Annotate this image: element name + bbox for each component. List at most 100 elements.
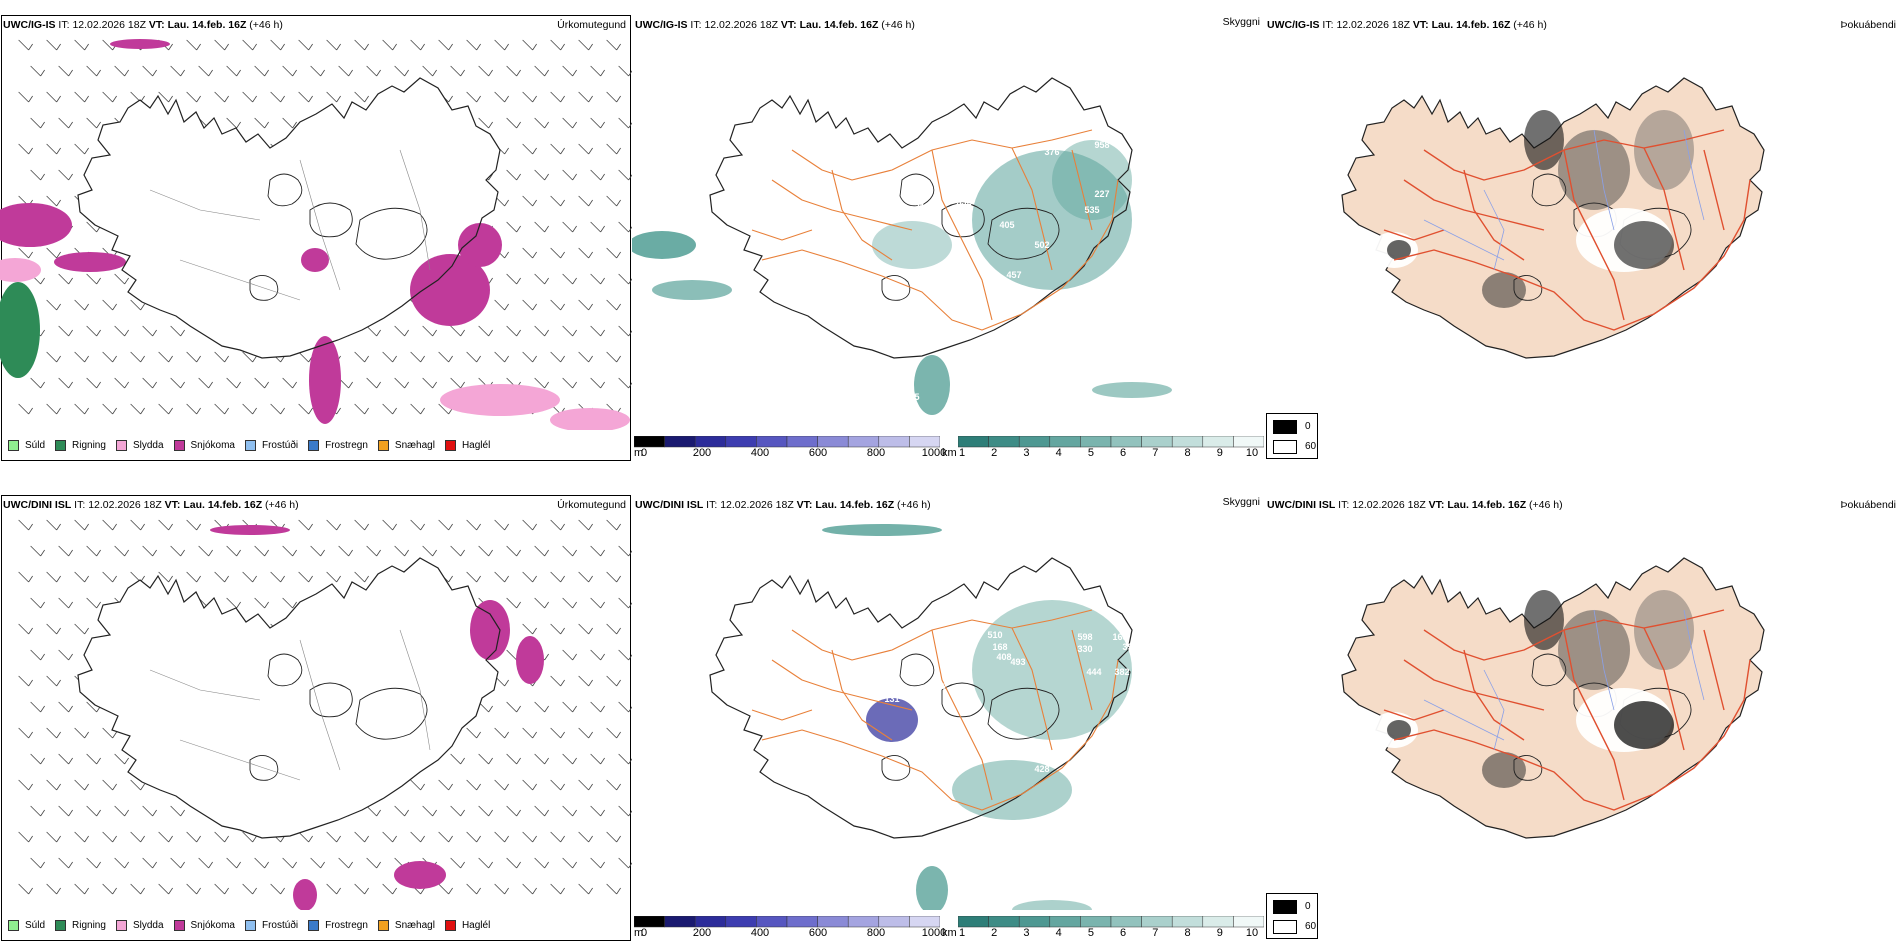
wind-barb-flag — [544, 329, 549, 337]
wind-barb — [18, 883, 29, 895]
glacier-outline — [309, 202, 353, 238]
wind-barb-flag — [504, 887, 509, 895]
visibility-label: 502 — [1034, 240, 1049, 250]
precip-map[interactable] — [0, 30, 632, 430]
wind-barb-flag — [140, 783, 145, 791]
wind-barb-flag — [420, 355, 425, 363]
wind-barb — [534, 377, 545, 389]
wind-barb — [506, 753, 517, 765]
lead-time: (+46 h) — [881, 19, 915, 31]
wind-barb — [226, 377, 237, 389]
wind-barb-flag — [28, 887, 33, 895]
wind-barb — [494, 831, 505, 843]
wind-barb — [46, 623, 57, 635]
wind-barb — [494, 779, 505, 791]
wind-barb-flag — [516, 861, 521, 869]
visibility-label: 168 — [992, 642, 1007, 652]
wind-barb-flag — [600, 277, 605, 285]
wind-barb-flag — [572, 381, 577, 389]
wind-barb — [550, 623, 561, 635]
model-name: UWC/DINI ISL — [3, 499, 72, 511]
wind-barb — [74, 91, 85, 103]
field-patch — [952, 760, 1072, 820]
wind-barb — [298, 403, 309, 415]
wind-barb-flag — [264, 601, 269, 609]
road-line — [1403, 179, 1545, 231]
colorbar-segment — [1018, 916, 1051, 928]
wind-barb-flag — [628, 602, 632, 609]
wind-barb — [130, 831, 141, 843]
visibility-label: 227 — [1094, 189, 1109, 199]
wind-barb-flag — [460, 861, 465, 869]
wind-barb-flag — [404, 381, 409, 389]
wind-barb-flag — [560, 251, 565, 259]
colorbar-tick: 1 — [958, 447, 966, 459]
precip-map[interactable] — [0, 510, 632, 910]
wind-barb-flag — [168, 355, 173, 363]
legend-swatch — [377, 919, 389, 931]
fog-map[interactable] — [1264, 510, 1900, 910]
wind-barb-flag — [600, 381, 605, 389]
wind-barb — [422, 377, 433, 389]
valid-time-label: VT: — [780, 19, 797, 31]
wind-barb — [142, 377, 153, 389]
wind-barb-flag — [588, 783, 593, 791]
road-line — [1463, 649, 1525, 741]
field-patch — [1387, 720, 1411, 740]
legend-item: Frostúði — [244, 919, 298, 931]
precip-legend: Súld Rigning Slydda Snjókoma Frostúði Frostre… — [2, 911, 629, 939]
wind-barb — [606, 299, 617, 311]
wind-barb — [46, 571, 57, 583]
road-line — [179, 259, 301, 301]
glacier-outline — [355, 687, 428, 740]
fog-map[interactable] — [1264, 30, 1900, 430]
river-line — [1683, 609, 1705, 701]
wind-barb — [142, 545, 153, 557]
wind-barb — [494, 571, 505, 583]
wind-barb — [310, 545, 321, 557]
wind-barb — [506, 221, 517, 233]
wind-barb-flag — [532, 575, 537, 583]
road-line — [1383, 229, 1445, 241]
wind-barb-flag — [236, 381, 241, 389]
wind-barb — [366, 857, 377, 869]
wind-barb-flag — [364, 835, 369, 843]
wind-barb — [450, 805, 461, 817]
wind-barb-flag — [56, 199, 61, 207]
wind-barb-flag — [84, 407, 89, 415]
wind-barb-flag — [348, 69, 353, 77]
wind-barb — [478, 325, 489, 337]
wind-barb — [590, 65, 601, 77]
wind-barb — [242, 883, 253, 895]
wind-barb-flag — [96, 277, 101, 285]
wind-barb-flag — [96, 861, 101, 869]
visibility-map[interactable]: 332 311 405 502 457 421 535 227 376 958 335 318 320 1… — [632, 30, 1264, 430]
init-time-label: IT: — [1338, 499, 1350, 511]
wind-barb-flag — [488, 121, 493, 129]
wind-barb — [438, 779, 449, 791]
field-patch — [1614, 221, 1674, 269]
wind-barb-flag — [488, 173, 493, 181]
wind-barb-flag — [544, 69, 549, 77]
wind-barb-flag — [264, 861, 269, 869]
wind-barb-flag — [544, 705, 549, 713]
field-patch — [1524, 590, 1564, 650]
wind-barb-flag — [504, 355, 509, 363]
legend-swatch — [8, 439, 19, 451]
wind-barb-flag — [208, 381, 213, 389]
valid-time-label: VT: — [148, 19, 165, 31]
wind-barb — [422, 805, 433, 817]
wind-barb — [214, 571, 225, 583]
legend-swatch — [8, 919, 19, 931]
wind-barb-flag — [504, 43, 509, 51]
wind-barb — [534, 805, 545, 817]
legend-label: Haglél — [461, 439, 491, 451]
wind-barb-flag — [628, 226, 632, 233]
wind-barb-flag — [588, 355, 593, 363]
wind-barb-flag — [532, 627, 537, 635]
wind-barb — [242, 351, 253, 363]
road-line — [399, 149, 431, 271]
init-time: 12.02.2026 18Z — [1352, 499, 1426, 511]
wind-barb — [114, 65, 125, 77]
